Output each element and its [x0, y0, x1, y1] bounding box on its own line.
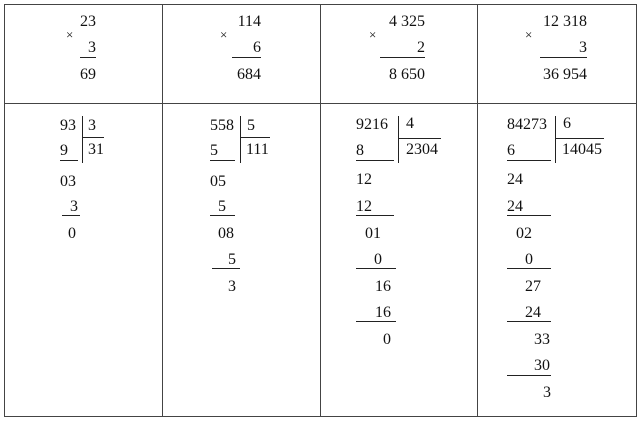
times-sign: × [525, 27, 533, 42]
div-2-step: 3 [228, 278, 236, 295]
div-2-bar [240, 116, 241, 163]
div-3-quotient: 2304 [406, 141, 438, 158]
div-2-quotient: 111 [246, 141, 269, 158]
mult-3-multiplier: 2 [417, 39, 425, 56]
div-2-step-rule [212, 268, 240, 269]
mult-2-product: 684 [237, 66, 261, 83]
div-1-step: 3 [70, 198, 78, 215]
mult-4-multiplier: 3 [579, 39, 587, 56]
div-1-hline [82, 137, 104, 138]
div-2-dividend: 558 [210, 117, 234, 134]
table-border-right [636, 4, 637, 417]
div-3-dividend: 9216 [356, 116, 388, 133]
div-3-step-rule [356, 268, 396, 269]
div-1-divisor: 3 [88, 117, 96, 134]
div-3-step: 16 [375, 304, 391, 321]
div-1-dividend: 93 [60, 117, 76, 134]
div-3-bar [398, 116, 399, 163]
div-4-dividend: 84273 [507, 116, 547, 133]
div-3-step-rule [356, 321, 396, 322]
mult-1-rule [80, 57, 96, 58]
div-4-step: 27 [525, 278, 541, 295]
div-2-step: 08 [218, 225, 234, 242]
div-4-hline [555, 138, 604, 139]
table-col-divider [320, 4, 321, 417]
div-1-bar [82, 116, 83, 163]
div-2-step: 5 [210, 142, 218, 159]
div-2-step: 05 [210, 173, 226, 190]
div-4-step-rule [507, 268, 551, 269]
div-4-step: 24 [507, 198, 523, 215]
div-4-quotient: 14045 [562, 141, 602, 158]
div-4-step: 24 [507, 171, 523, 188]
mult-1-multiplier: 3 [88, 39, 96, 56]
div-3-divisor: 4 [406, 115, 414, 132]
table-border-left [4, 4, 5, 417]
table-col-divider [477, 4, 478, 417]
div-4-bar [555, 116, 556, 163]
times-sign: × [369, 27, 377, 42]
div-4-step: 24 [525, 304, 541, 321]
div-2-hline [240, 137, 270, 138]
table-col-divider [162, 4, 163, 417]
mult-4-product: 36 954 [543, 66, 587, 83]
div-3-step: 0 [383, 331, 391, 348]
mult-4-multiplicand: 12 318 [543, 13, 587, 30]
div-4-step-rule [507, 160, 551, 161]
mult-4-rule [540, 57, 587, 58]
div-2-divisor: 5 [247, 117, 255, 134]
div-4-step-rule [507, 215, 551, 216]
mult-2-multiplier: 6 [253, 39, 261, 56]
div-2-step-rule [210, 215, 235, 216]
mult-3-rule [380, 57, 425, 58]
div-4-divisor: 6 [563, 115, 571, 132]
div-3-hline [398, 138, 441, 139]
times-sign: × [66, 27, 74, 42]
mult-2-multiplicand: 114 [237, 13, 261, 30]
div-3-step-rule [356, 215, 394, 216]
div-2-step-rule [210, 160, 235, 161]
div-1-step-rule [60, 160, 78, 161]
div-3-step-rule [356, 160, 394, 161]
mult-1-product: 69 [80, 66, 96, 83]
div-3-step: 16 [375, 278, 391, 295]
div-4-step: 6 [507, 142, 515, 159]
div-2-step: 5 [218, 198, 226, 215]
div-4-step: 30 [534, 357, 550, 374]
div-3-step: 0 [374, 251, 382, 268]
mult-3-product: 8 650 [389, 66, 425, 83]
div-4-step: 33 [534, 331, 550, 348]
div-3-step: 8 [356, 142, 364, 159]
times-sign: × [220, 27, 228, 42]
div-2-step: 5 [228, 251, 236, 268]
mult-3-multiplicand: 4 325 [389, 13, 425, 30]
div-4-step: 3 [543, 384, 551, 401]
div-4-step: 0 [525, 251, 533, 268]
div-3-step: 12 [356, 171, 372, 188]
div-4-step-rule [507, 321, 551, 322]
div-3-step: 01 [365, 225, 381, 242]
div-1-quotient: 31 [88, 141, 104, 158]
div-1-step: 03 [60, 173, 76, 190]
mult-1-multiplicand: 23 [80, 13, 96, 30]
div-1-step-rule [62, 215, 80, 216]
div-3-step: 12 [356, 198, 372, 215]
div-1-step: 9 [60, 142, 68, 159]
div-4-step-rule [507, 375, 551, 376]
div-1-step: 0 [68, 225, 76, 242]
mult-2-rule [232, 57, 261, 58]
div-4-step: 02 [516, 225, 532, 242]
